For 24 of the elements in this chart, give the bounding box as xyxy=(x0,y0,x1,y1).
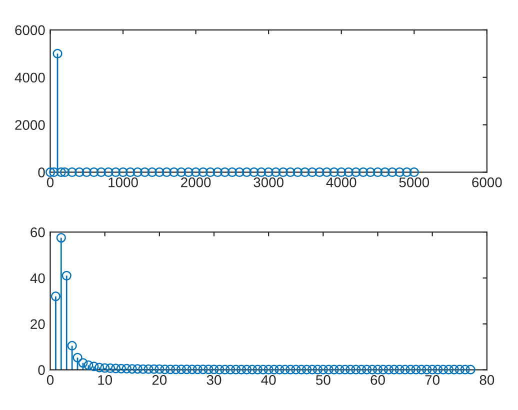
x-tick-label: 60 xyxy=(370,375,385,385)
y-tick-label: 60 xyxy=(30,227,45,238)
x-tick-label: 20 xyxy=(152,375,167,385)
x-tick-label: 40 xyxy=(261,375,276,385)
y-tick-label: 20 xyxy=(30,319,45,330)
x-tick-label: 6000 xyxy=(472,177,502,188)
y-tick-label: 4000 xyxy=(14,72,45,83)
y-tick-label: 40 xyxy=(30,273,45,284)
y-tick-label: 2000 xyxy=(15,120,45,130)
x-tick-label: 0 xyxy=(46,375,54,385)
x-tick-label: 2000 xyxy=(181,177,211,188)
x-tick-label: 5000 xyxy=(399,177,430,188)
x-tick-label: 50 xyxy=(316,375,330,385)
y-tick-label: 6000 xyxy=(15,25,45,36)
x-tick-label: 70 xyxy=(425,375,440,385)
x-tick-label: 1000 xyxy=(108,177,138,188)
x-tick-label: 4000 xyxy=(326,177,356,188)
x-tick-label: 0 xyxy=(46,177,54,188)
y-tick-label: 0 xyxy=(38,365,45,375)
x-tick-label: 30 xyxy=(206,375,222,385)
y-tick-label: 0 xyxy=(38,168,45,178)
x-tick-label: 10 xyxy=(98,375,112,385)
x-tick-label: 80 xyxy=(480,375,494,385)
x-tick-label: 3000 xyxy=(254,177,284,188)
